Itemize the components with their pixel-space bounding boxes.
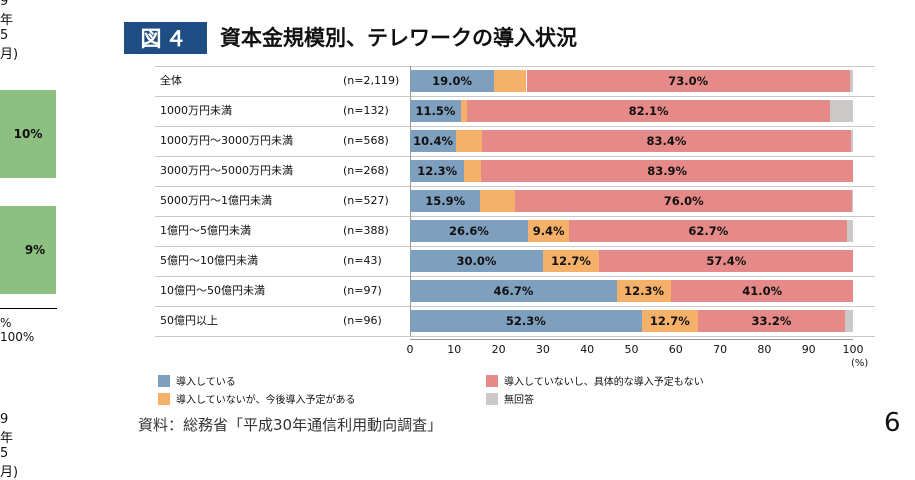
row-divider bbox=[155, 306, 875, 307]
bar-segment-1: 30.0% bbox=[410, 250, 543, 272]
row-divider bbox=[155, 186, 875, 187]
legend-item-1: 導入している bbox=[158, 373, 236, 388]
sample-size-label: (n=97) bbox=[343, 284, 382, 297]
bar-segment-2 bbox=[464, 160, 482, 182]
category-label: 全体 bbox=[160, 74, 182, 87]
bar-segment-2: 12.7% bbox=[641, 310, 698, 332]
left-axis bbox=[0, 308, 57, 309]
row-divider bbox=[155, 96, 875, 97]
bar-segment-4 bbox=[830, 100, 853, 122]
x-tick-label: 20 bbox=[491, 343, 506, 356]
x-tick-label: 10 bbox=[447, 343, 462, 356]
bar-segment-4 bbox=[851, 130, 853, 152]
bar-segment-1: 19.0% bbox=[410, 70, 495, 92]
bar-segment-1: 12.3% bbox=[410, 160, 465, 182]
x-tick-label: 90 bbox=[801, 343, 816, 356]
sample-size-label: (n=268) bbox=[343, 164, 389, 177]
legend-item-2: 導入していないが、今後導入予定がある bbox=[158, 391, 356, 406]
sample-size-label: (n=568) bbox=[343, 134, 389, 147]
legend-item-3: 導入していないし、具体的な導入予定もない bbox=[486, 373, 704, 388]
legend-swatch bbox=[158, 374, 170, 387]
bar-segment-3: 83.4% bbox=[481, 130, 852, 152]
bar-segment-3: 62.7% bbox=[569, 220, 848, 242]
figure-badge: 図４ bbox=[124, 22, 207, 54]
page-title: 資本金規模別、テレワークの導入状況 bbox=[220, 26, 577, 50]
left-bar-1: 10% bbox=[0, 90, 56, 178]
bar-segment-1: 46.7% bbox=[410, 280, 617, 302]
row-divider bbox=[155, 126, 875, 127]
bar-segment-4 bbox=[849, 70, 853, 92]
left-bottom-text: 9年5月) bbox=[0, 412, 19, 480]
category-label: 3000万円～5000万円未満 bbox=[160, 164, 293, 177]
source-note: 資料：総務省「平成30年通信利用動向調査」 bbox=[138, 416, 443, 434]
page-number: 6 bbox=[884, 408, 901, 438]
x-tick-label: 0 bbox=[406, 343, 414, 356]
row-divider bbox=[155, 246, 875, 247]
bar-segment-1: 11.5% bbox=[410, 100, 461, 122]
legend-item-4: 無回答 bbox=[486, 391, 534, 406]
bar-segment-4 bbox=[847, 220, 853, 242]
sample-size-label: (n=527) bbox=[343, 194, 389, 207]
legend-label: 導入していないが、今後導入予定がある bbox=[176, 395, 356, 406]
category-label: 1000万円未満 bbox=[160, 104, 232, 117]
legend-label: 導入していないし、具体的な導入予定もない bbox=[504, 377, 704, 388]
category-label: 1億円～5億円未満 bbox=[160, 224, 251, 237]
bar-segment-1: 26.6% bbox=[410, 220, 528, 242]
sample-size-label: (n=2,119) bbox=[343, 74, 400, 87]
legend-swatch bbox=[486, 392, 498, 405]
bar-segment-4 bbox=[845, 310, 853, 332]
sample-size-label: (n=388) bbox=[343, 224, 389, 237]
bar-segment-2 bbox=[460, 100, 467, 122]
left-axis-text: % 100% bbox=[0, 316, 35, 344]
bar-segment-2: 12.3% bbox=[616, 280, 672, 302]
bar-segment-4 bbox=[852, 190, 854, 212]
x-unit-label: (%) bbox=[851, 358, 869, 369]
legend-swatch bbox=[486, 374, 498, 387]
category-label: 1000万円～3000万円未満 bbox=[160, 134, 293, 147]
legend-label: 無回答 bbox=[504, 395, 534, 406]
sample-size-label: (n=132) bbox=[343, 104, 389, 117]
bar-segment-1: 10.4% bbox=[410, 130, 457, 152]
sample-size-label: (n=43) bbox=[343, 254, 382, 267]
left-top-text: 9年5月) bbox=[0, 0, 19, 62]
row-divider bbox=[155, 216, 875, 217]
category-label: 50億円以上 bbox=[160, 314, 218, 327]
x-tick-label: 60 bbox=[668, 343, 683, 356]
left-bar-2: 9% bbox=[0, 206, 56, 294]
category-label: 10億円～50億円未満 bbox=[160, 284, 265, 297]
category-label: 5000万円～1億円未満 bbox=[160, 194, 272, 207]
bar-segment-1: 52.3% bbox=[410, 310, 642, 332]
x-tick-label: 70 bbox=[713, 343, 728, 356]
x-tick-label: 100 bbox=[842, 343, 864, 356]
bar-segment-2: 9.4% bbox=[527, 220, 570, 242]
legend-label: 導入している bbox=[176, 377, 236, 388]
row-divider bbox=[155, 66, 875, 67]
bar-segment-1: 15.9% bbox=[410, 190, 481, 212]
x-tick-label: 30 bbox=[535, 343, 550, 356]
legend-swatch bbox=[158, 392, 170, 405]
bar-segment-2 bbox=[456, 130, 482, 152]
bar-segment-3: 83.9% bbox=[481, 160, 853, 182]
bar-segment-2 bbox=[494, 70, 527, 92]
bar-segment-2: 12.7% bbox=[542, 250, 600, 272]
x-axis-line bbox=[410, 339, 853, 340]
bar-segment-2 bbox=[480, 190, 516, 212]
x-tick-label: 40 bbox=[580, 343, 595, 356]
category-label: 5億円～10億円未満 bbox=[160, 254, 258, 267]
bar-segment-3: 82.1% bbox=[466, 100, 831, 122]
bar-segment-3: 33.2% bbox=[697, 310, 845, 332]
bar-segment-3: 73.0% bbox=[526, 70, 850, 92]
sample-size-label: (n=96) bbox=[343, 314, 382, 327]
bar-segment-3: 41.0% bbox=[671, 280, 853, 302]
bar-segment-3: 57.4% bbox=[599, 250, 854, 272]
row-divider bbox=[155, 156, 875, 157]
row-divider bbox=[155, 276, 875, 277]
x-tick-label: 80 bbox=[757, 343, 772, 356]
row-divider bbox=[155, 336, 875, 337]
x-tick-label: 50 bbox=[624, 343, 639, 356]
bar-segment-3: 76.0% bbox=[515, 190, 853, 212]
